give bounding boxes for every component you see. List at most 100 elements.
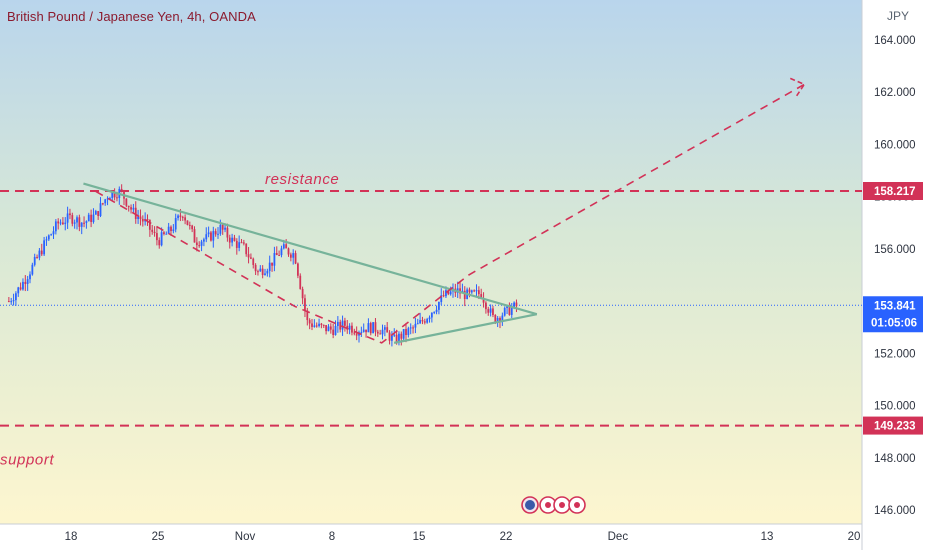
event-icon[interactable]: [553, 496, 571, 514]
candle-down: [141, 218, 144, 222]
candle-up: [73, 222, 76, 224]
candle-up: [266, 270, 269, 274]
candle-down: [353, 332, 356, 334]
candle-up: [99, 203, 102, 216]
candle-down: [494, 315, 497, 323]
candle-up: [513, 302, 516, 308]
candle-up: [87, 214, 90, 222]
candle-down: [57, 221, 60, 224]
candle-up: [59, 222, 62, 224]
candle-up: [207, 232, 210, 235]
candle-down: [90, 214, 93, 222]
x-tick-label: 15: [413, 531, 426, 543]
candle-down: [473, 290, 476, 292]
candle-down: [315, 325, 318, 327]
candle-down: [339, 321, 342, 330]
candle-down: [376, 331, 379, 334]
candle-down: [405, 328, 407, 335]
resistance-price-tag: [863, 182, 923, 201]
candle-down: [148, 219, 151, 230]
candle-down: [308, 320, 311, 324]
candle-down: [139, 216, 142, 219]
candle-up: [52, 231, 55, 235]
y-tick-label: 164.000: [874, 35, 916, 47]
candle-down: [508, 305, 511, 315]
candle-up: [64, 222, 67, 225]
candle-down: [24, 281, 27, 284]
candle-up: [426, 319, 429, 323]
candle-down: [158, 240, 161, 246]
time-axis-panel: [0, 524, 862, 550]
y-tick-label: 156.000: [874, 244, 916, 256]
candle-down: [7, 301, 10, 303]
plot-background: [0, 0, 862, 524]
candle-up: [259, 268, 262, 272]
candle-up: [172, 229, 175, 232]
candle-down: [379, 333, 382, 335]
candle-up: [12, 300, 15, 302]
candle-up: [10, 301, 13, 303]
candle-up: [76, 217, 78, 223]
candle-up: [54, 221, 57, 232]
candle-down: [19, 287, 22, 290]
candle-up: [393, 334, 396, 336]
candle-down: [515, 302, 518, 307]
candle-up: [43, 240, 46, 255]
candle-down: [459, 288, 461, 294]
currency-label: JPY: [887, 9, 910, 23]
candle-up: [489, 308, 492, 313]
candle-down: [487, 309, 490, 313]
candle-up: [510, 307, 513, 315]
candle-up: [362, 329, 365, 332]
trendline-lower[interactable]: [393, 313, 538, 344]
candle-down: [304, 298, 306, 311]
candle-down: [388, 332, 391, 341]
candle-up: [367, 323, 370, 333]
candle-up: [109, 197, 111, 199]
candle-up: [264, 273, 266, 275]
candle-down: [62, 222, 64, 225]
candle-up: [348, 325, 351, 330]
support-label: support: [0, 452, 54, 469]
candle-down: [146, 219, 149, 221]
candle-down: [228, 237, 231, 243]
candle-up: [104, 199, 107, 204]
candle-down: [170, 226, 172, 232]
projection-path[interactable]: [95, 83, 805, 344]
candle-down: [499, 318, 501, 322]
trendline-upper[interactable]: [83, 182, 538, 316]
flag-uk-icon[interactable]: [521, 496, 539, 514]
candle-down: [226, 227, 229, 238]
last-price-text: 153.841: [874, 300, 916, 312]
candle-down: [463, 290, 466, 299]
event-icon[interactable]: [568, 496, 586, 514]
candle-up: [212, 231, 215, 241]
y-tick-label: 146.000: [874, 505, 916, 517]
candle-down: [275, 253, 278, 256]
candle-down: [235, 240, 238, 248]
candle-down: [130, 207, 132, 210]
candle-down: [252, 258, 255, 265]
candle-down: [181, 216, 184, 218]
projection-arrowhead: [789, 77, 806, 97]
candle-up: [313, 325, 316, 327]
candle-down: [355, 333, 358, 336]
candle-down: [485, 302, 487, 310]
candle-down: [421, 320, 424, 322]
countdown-text: 01:05:06: [871, 317, 917, 329]
candle-up: [203, 239, 205, 242]
candle-up: [45, 239, 48, 241]
candle-down: [320, 323, 323, 325]
candle-up: [217, 233, 219, 235]
candle-down: [71, 215, 74, 224]
candle-down: [287, 248, 290, 255]
event-icon[interactable]: [539, 496, 557, 514]
candle-down: [254, 264, 257, 272]
candle-down: [78, 217, 81, 227]
candle-down: [344, 320, 346, 326]
candle-down: [153, 231, 156, 234]
candle-down: [245, 243, 248, 255]
candle-down: [242, 242, 245, 244]
candle-up: [438, 302, 440, 310]
candle-down: [468, 289, 471, 293]
